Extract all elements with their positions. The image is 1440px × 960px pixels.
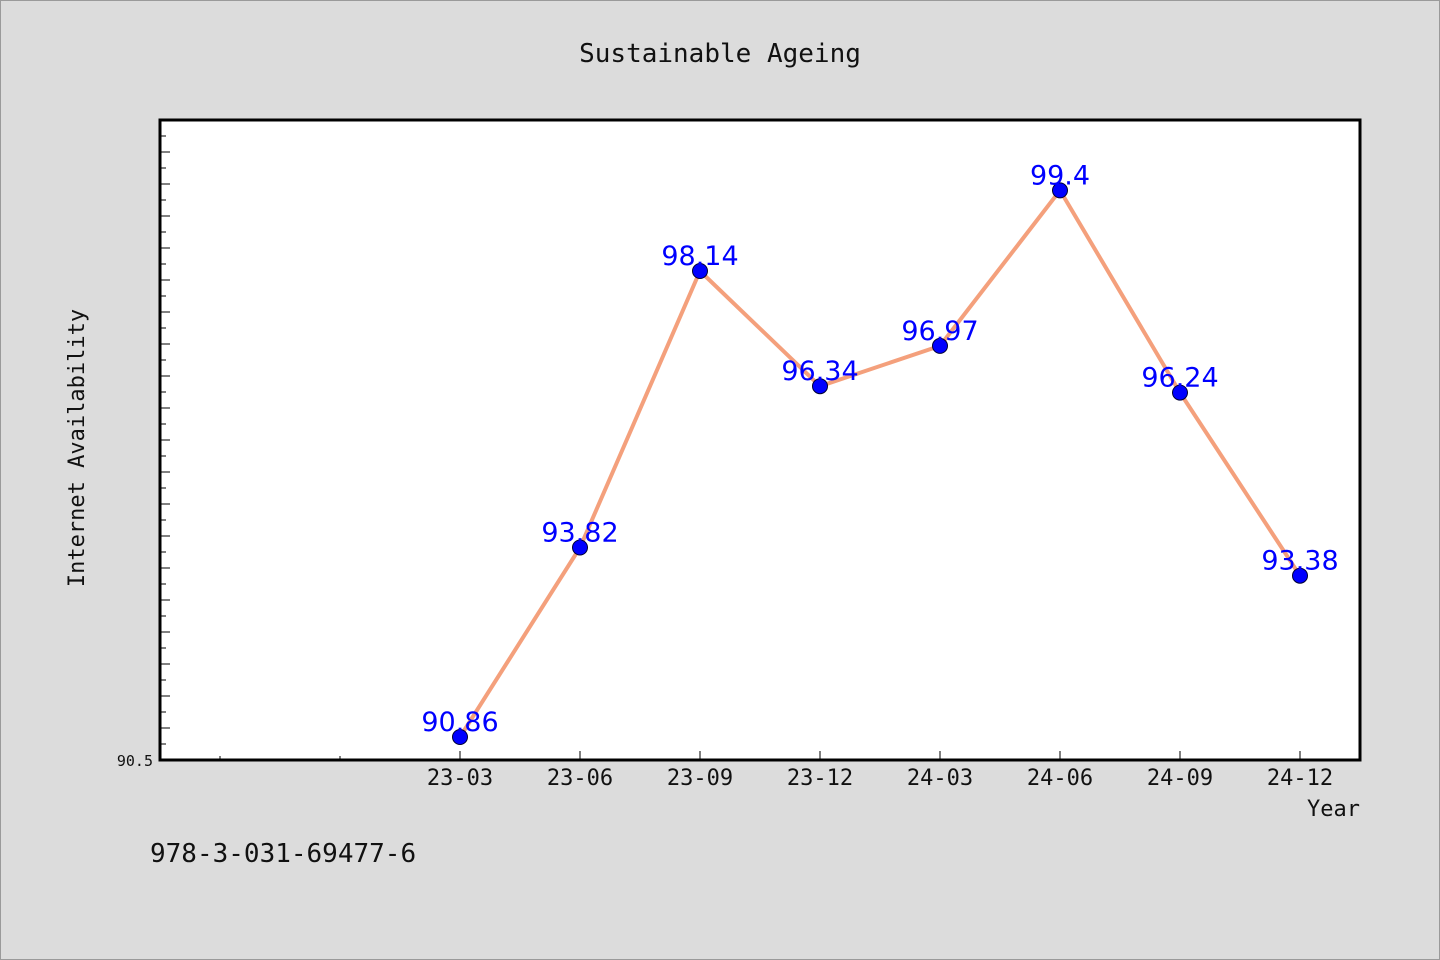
data-point <box>572 539 588 556</box>
x-tick-label: 24-12 <box>1267 766 1333 791</box>
data-point <box>452 729 468 745</box>
plot-area <box>158 118 1362 762</box>
data-label: 93.82 <box>541 518 618 549</box>
data-label: 96.97 <box>901 316 978 347</box>
x-axis-ticks <box>219 751 1301 760</box>
data-markers <box>452 182 1308 745</box>
data-point <box>1172 384 1188 401</box>
x-tick-label: 24-09 <box>1147 766 1213 791</box>
x-axis-label: Year <box>1307 797 1360 822</box>
data-label: 96.24 <box>1141 363 1218 394</box>
x-tick-label: 24-03 <box>907 766 973 791</box>
series-line <box>458 188 1302 739</box>
data-label: 99.4 <box>1030 160 1090 191</box>
data-point <box>692 263 708 279</box>
data-label: 93.38 <box>1261 546 1338 577</box>
data-label: 96.34 <box>781 356 858 387</box>
x-tick-label: 23-06 <box>547 766 613 791</box>
chart-title: Sustainable Ageing <box>579 39 861 69</box>
y-tick-label: 90.5 <box>117 752 153 770</box>
x-tick-label: 23-03 <box>427 766 493 791</box>
y-axis-label: Internet Availability <box>65 309 90 587</box>
data-point <box>1292 567 1308 584</box>
isbn-footer: 978-3-031-69477-6 <box>150 839 416 869</box>
data-point <box>812 378 828 395</box>
x-tick-label: 23-12 <box>787 766 853 791</box>
x-tick-label: 23-09 <box>667 766 733 791</box>
data-label: 98.14 <box>661 241 738 272</box>
data-point <box>1052 182 1068 199</box>
data-point <box>932 337 948 354</box>
y-axis-ticks <box>160 135 170 761</box>
series-line-group <box>458 188 1302 739</box>
data-label: 90.86 <box>421 707 498 738</box>
data-labels: 90.86 93.82 98.14 96.34 96.97 99.4 96.24 93.38 <box>421 160 1338 738</box>
x-tick-labels: 23-03 23-06 23-09 23-12 24-03 24-06 24-09 24-12 <box>427 766 1333 791</box>
x-tick-label: 24-06 <box>1027 766 1093 791</box>
